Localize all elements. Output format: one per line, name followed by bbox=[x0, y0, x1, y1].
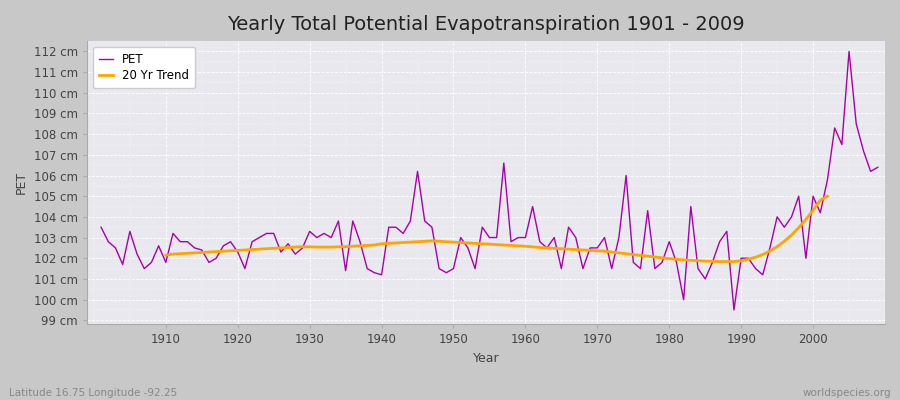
PET bbox=[872, 165, 883, 170]
Text: Latitude 16.75 Longitude -92.25: Latitude 16.75 Longitude -92.25 bbox=[9, 388, 177, 398]
PET bbox=[153, 244, 164, 248]
20 Yr Trend bbox=[621, 251, 632, 256]
20 Yr Trend bbox=[822, 194, 832, 199]
20 Yr Trend bbox=[160, 253, 171, 258]
20 Yr Trend bbox=[268, 246, 279, 251]
Y-axis label: PET: PET bbox=[15, 171, 28, 194]
PET bbox=[843, 49, 854, 54]
20 Yr Trend bbox=[686, 258, 697, 263]
PET bbox=[520, 235, 531, 240]
Line: 20 Yr Trend: 20 Yr Trend bbox=[166, 196, 827, 262]
PET bbox=[607, 266, 617, 271]
PET bbox=[729, 308, 740, 312]
PET bbox=[311, 235, 322, 240]
20 Yr Trend bbox=[715, 259, 725, 264]
20 Yr Trend bbox=[491, 242, 502, 247]
20 Yr Trend bbox=[297, 244, 308, 249]
Text: worldspecies.org: worldspecies.org bbox=[803, 388, 891, 398]
PET bbox=[95, 225, 106, 230]
Line: PET: PET bbox=[101, 52, 878, 310]
Legend: PET, 20 Yr Trend: PET, 20 Yr Trend bbox=[93, 47, 195, 88]
PET bbox=[513, 235, 524, 240]
Title: Yearly Total Potential Evapotranspiration 1901 - 2009: Yearly Total Potential Evapotranspiratio… bbox=[227, 15, 744, 34]
X-axis label: Year: Year bbox=[472, 352, 500, 365]
PET bbox=[355, 239, 365, 244]
20 Yr Trend bbox=[247, 247, 257, 252]
